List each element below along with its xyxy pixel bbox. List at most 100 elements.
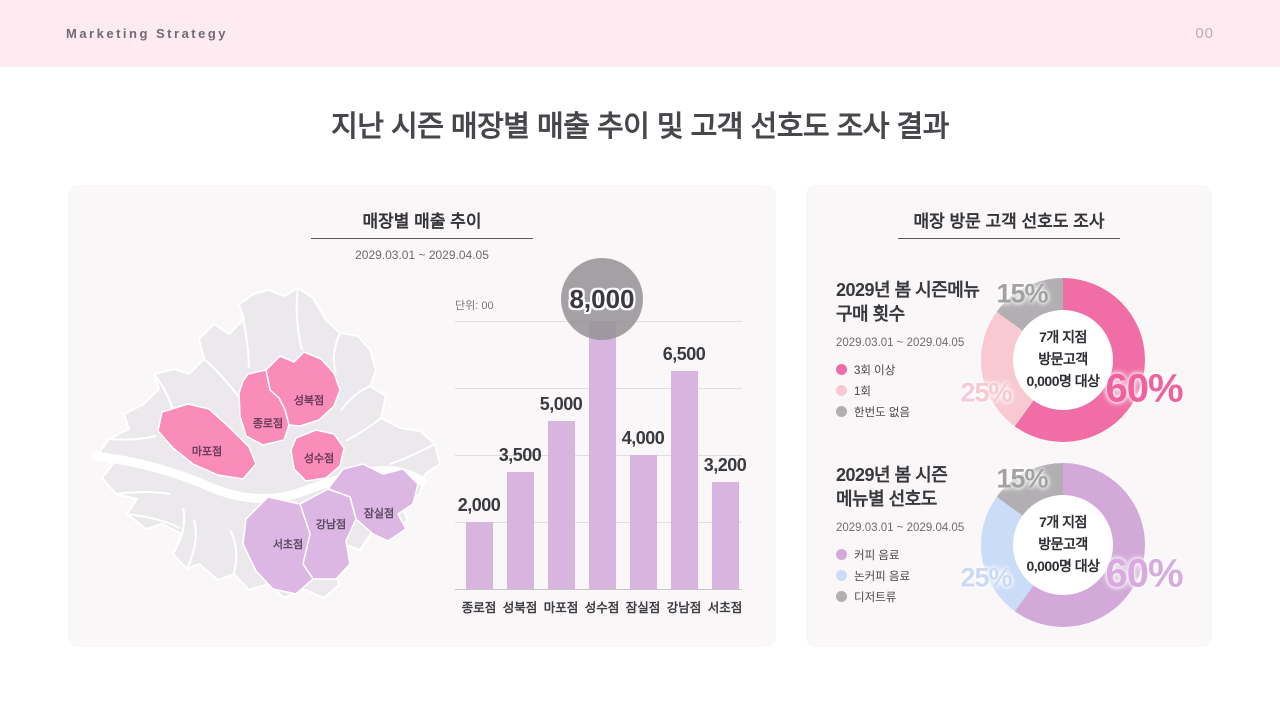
donut-section-1-head: 2029년 봄 시즌메뉴 구매 횟수 2029.03.01 ~ 2029.04.… [836,278,1031,420]
map-district-border [340,385,371,412]
bar-서초점 [711,482,739,589]
highlight-circle: 8,000 [561,258,643,340]
legend-dot-icon [836,549,847,561]
center-line: 방문고객 [1038,351,1088,368]
unit-label: 단위: 00 [455,300,494,312]
brand-label: Marketing Strategy [66,26,229,41]
map-district-border [345,417,382,442]
map-district-border [108,435,157,441]
center-line: 0,000명 대상 [1026,372,1100,389]
legend-dot-icon [836,364,847,376]
page-number: 00 [1195,25,1214,42]
section-heading: 메뉴별 선호도 [836,489,937,510]
map-district-border [238,303,250,369]
section-date-range: 2029.03.01 ~ 2029.04.05 [836,521,965,534]
map-district-잠실점 [327,463,419,542]
panel-title-sales: 매장별 매출 추이 [362,212,482,231]
bar-chart: 종로점 2,000 성북점 3,500 마포점 5,000 성수점 8,000 잠실점 4,000… [455,185,747,647]
legend-item: 한번도 없음 [836,404,1031,420]
donut-percent-label: 15% [996,278,1048,309]
title-underline [311,238,533,239]
donut-percent-label: 25% [960,377,1012,408]
donut-chart-purchase-count: 7개 지점 방문고객 0,000명 대상 60% 25% 15% [960,278,1184,442]
bar-성수점 [588,321,616,589]
donut-center-label: 7개 지점 방문고객 0,000명 대상 [1013,310,1113,410]
map-district-border [115,491,171,495]
bar-value-label: 3,500 [498,445,542,465]
x-axis-label: 종로점 [461,601,497,615]
map-district-border [126,513,181,529]
bar-마포점 [547,421,575,589]
map-district-border [186,519,197,570]
slide-title: 지난 시즌 매장별 매출 추이 및 고객 선호도 조사 결과 [331,111,949,143]
center-line: 방문고객 [1038,536,1088,553]
map-district-border [203,358,239,397]
donut-center-label: 7개 지점 방문고객 0,000명 대상 [1013,495,1113,595]
bar-종로점 [465,522,493,589]
section-heading: 2029년 봄 시즌 [836,465,948,485]
map-district-border [229,529,238,575]
survey-panel: 매장 방문 고객 선호도 조사 2029년 봄 시즌메뉴 구매 횟수 2029.… [806,185,1212,647]
map-district-label: 종로점 [253,416,283,430]
donut-percent-label: 60% [1105,366,1183,411]
section-heading: 구매 횟수 [836,304,905,325]
map-district-border [389,443,436,465]
x-axis-label: 강남점 [666,601,702,615]
bar-value-highlighted: 8,000 [569,283,635,314]
legend-label: 1회 [854,385,871,398]
x-axis-label: 서초점 [707,601,743,615]
bar-value-label: 5,000 [539,394,583,414]
header-bar: Marketing Strategy 00 [0,0,1280,67]
map-district-label: 성수점 [304,451,334,465]
map-district-성수점 [290,429,345,482]
map-district-border [172,507,186,555]
legend-dot-icon [836,406,847,418]
legend-item: 디저트류 [836,589,1031,605]
legend-dot-icon [836,385,847,397]
center-line: 7개 지점 [1039,514,1087,531]
bar-value-label: 4,000 [621,428,665,448]
map-district-label: 강남점 [316,517,346,531]
donut-section-2-head: 2029년 봄 시즌 메뉴별 선호도 2029.03.01 ~ 2029.04.… [836,463,1031,605]
panel-date-range: 2029.03.01 ~ 2029.04.05 [355,248,489,262]
legend-item: 1회 [836,383,1031,399]
legend-label: 커피 음료 [854,549,900,562]
donut-percent-label: 25% [960,562,1012,593]
section-heading: 2029년 봄 시즌메뉴 [836,280,980,300]
bar-잠실점 [629,455,657,589]
bar-강남점 [670,371,698,589]
map-district-border [295,287,303,351]
legend-dot-icon [836,591,847,603]
center-line: 0,000명 대상 [1026,557,1100,574]
map-district-마포점 [157,403,257,480]
bar-value-label: 3,200 [703,455,747,475]
han-river [91,451,427,504]
x-axis-label: 성북점 [502,601,538,615]
map-district-label: 성북점 [294,393,324,407]
map-district-서초점 [242,496,314,595]
title-underline [898,238,1120,239]
legend-dot-icon [836,570,847,582]
map-district-label: 잠실점 [364,506,394,520]
x-axis-label: 마포점 [543,601,579,615]
map-district-border [332,332,341,373]
legend-item: 3회 이상 [836,362,1031,378]
legend-item: 논커피 음료 [836,568,1031,584]
legend-label: 3회 이상 [854,364,896,377]
panel-title-survey: 매장 방문 고객 선호도 조사 [913,212,1105,231]
donut-percent-label: 15% [996,463,1048,494]
bar-value-label: 2,000 [457,495,501,515]
center-line: 7개 지점 [1039,329,1087,346]
bar-성북점 [506,472,534,589]
legend-label: 한번도 없음 [854,406,911,419]
map-district-종로점 [238,369,290,446]
section-date-range: 2029.03.01 ~ 2029.04.05 [836,336,965,349]
donut-percent-label: 60% [1105,551,1183,596]
bar-value-label: 6,500 [662,344,706,364]
x-axis-label: 성수점 [584,601,620,615]
legend-item: 커피 음료 [836,547,1031,563]
legend-label: 디저트류 [854,591,897,604]
